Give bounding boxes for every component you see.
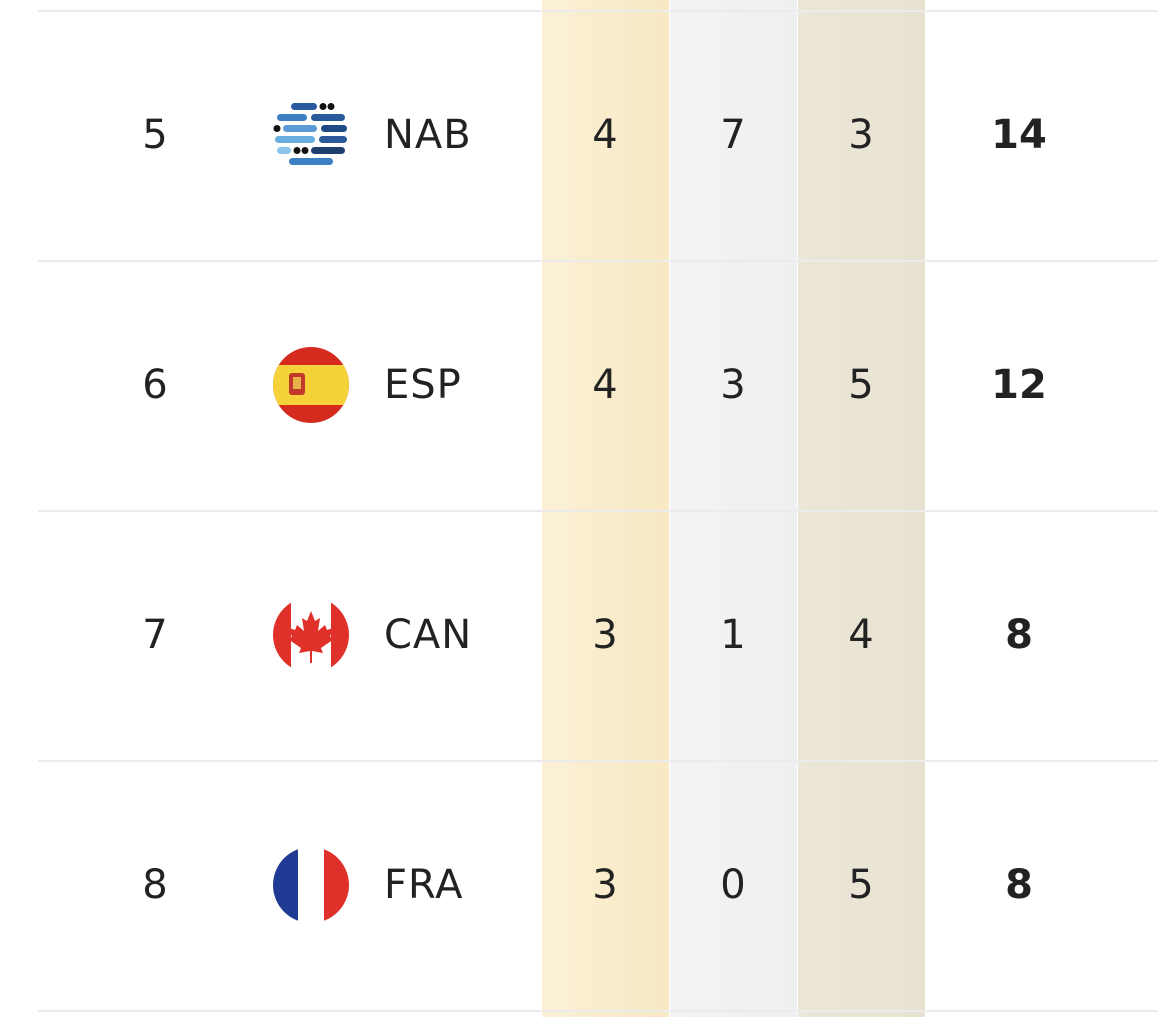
rank: 6	[142, 362, 168, 408]
silver-count: 0	[720, 862, 746, 908]
gold-count: 4	[592, 112, 618, 158]
rank: 8	[142, 862, 168, 908]
bronze-count: 5	[848, 362, 874, 408]
flag	[273, 597, 349, 673]
row-separator	[38, 260, 1158, 262]
team-logo	[273, 103, 347, 165]
team-code: FRA	[384, 862, 464, 908]
bronze-count: 5	[848, 862, 874, 908]
gold-column	[542, 0, 669, 1017]
team-code: CAN	[384, 612, 473, 658]
row-separator	[38, 510, 1158, 512]
gold-count: 3	[592, 862, 618, 908]
bronze-count: 4	[848, 612, 874, 658]
total-count: 14	[991, 112, 1047, 158]
bronze-column	[798, 0, 925, 1017]
table-row: 6 ESP 4 3 5 12	[0, 260, 1158, 510]
flag	[273, 847, 349, 923]
gold-count: 4	[592, 362, 618, 408]
gold-count: 3	[592, 612, 618, 658]
flag	[273, 347, 349, 423]
total-count: 8	[1005, 612, 1033, 658]
bronze-count: 3	[848, 112, 874, 158]
silver-column	[670, 0, 797, 1017]
total-count: 12	[991, 362, 1047, 408]
total-count: 8	[1005, 862, 1033, 908]
silver-count: 1	[720, 612, 746, 658]
team-code: NAB	[384, 112, 472, 158]
row-separator	[38, 1010, 1158, 1012]
silver-count: 3	[720, 362, 746, 408]
table-row: 8 FRA 3 0 5 8	[0, 760, 1158, 1010]
rank: 7	[142, 612, 168, 658]
table-row: 5 NAB 4 7 3 14	[0, 10, 1158, 260]
silver-count: 7	[720, 112, 746, 158]
row-separator	[38, 760, 1158, 762]
row-separator	[38, 10, 1158, 12]
table-row: 7 CAN 3 1 4 8	[0, 510, 1158, 760]
team-code: ESP	[384, 362, 462, 408]
rank: 5	[142, 112, 168, 158]
